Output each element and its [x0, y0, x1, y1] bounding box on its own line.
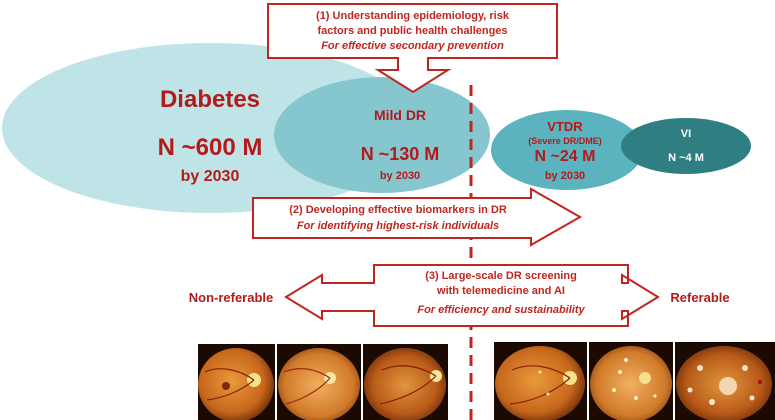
step2-line2: For identifying highest-risk individuals [296, 220, 500, 232]
step1-callout-shape [267, 3, 558, 94]
vtdr-year: by 2030 [544, 170, 586, 182]
fundus-non-referable-1 [198, 344, 275, 420]
mild-dr-year: by 2030 [379, 170, 421, 182]
vi-ellipse [621, 118, 751, 174]
mild-dr-count: N ~130 M [360, 144, 440, 164]
step1-line3: For effective secondary prevention [321, 40, 504, 52]
mild-dr-title: Mild DR [373, 107, 427, 123]
vtdr-title: VTDR [547, 119, 583, 134]
step3-line3: For efficiency and sustainability [417, 304, 585, 316]
diabetes-title: Diabetes [159, 86, 261, 113]
referable-label: Referable [670, 290, 730, 305]
step1-line1: (1) Understanding epidemiology, risk [316, 10, 509, 22]
vtdr-ellipse [491, 110, 643, 190]
step2-callout-shape [252, 187, 583, 247]
fundus-referable-2 [589, 342, 673, 420]
step3-line1: (3) Large-scale DR screening [425, 270, 577, 282]
non-referable-label: Non-referable [188, 290, 274, 305]
mild-dr-ellipse [274, 77, 490, 193]
step3-callout-shape [284, 264, 660, 327]
fundus-non-referable-3 [363, 344, 448, 420]
diabetes-year: by 2030 [180, 168, 240, 185]
diabetes-count: N ~600 M [157, 134, 263, 161]
step2-line1: (2) Developing effective biomarkers in D… [289, 204, 507, 216]
vi-title: VI [680, 128, 692, 140]
step1-line2: factors and public health challenges [317, 25, 508, 37]
fundus-referable-3 [675, 342, 775, 420]
step3-line2: with telemedicine and AI [437, 285, 565, 297]
fundus-referable-1 [494, 342, 587, 420]
vtdr-count: N ~24 M [534, 148, 596, 165]
fundus-non-referable-2 [277, 344, 361, 420]
vi-count: N ~4 M [668, 152, 704, 164]
vtdr-subtitle: (Severe DR/DME) [528, 136, 602, 146]
